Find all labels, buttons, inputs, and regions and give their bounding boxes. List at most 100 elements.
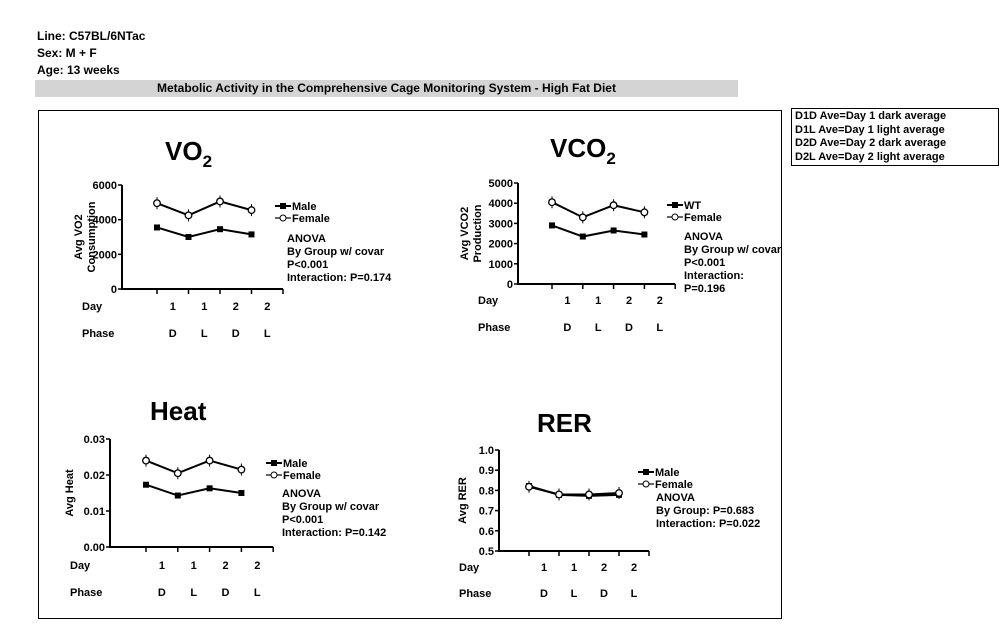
y-tick-label: 4000 [93,215,117,227]
legend-label: Female [292,213,330,225]
data-point [185,234,192,240]
day-label: 2 [657,295,663,307]
y-tick-label: 0.6 [479,526,494,538]
data-point [609,201,618,210]
day-label: 1 [170,301,176,313]
anova-annotation: By Group w/ covar [282,501,380,513]
data-point [641,231,648,238]
day-row-label: Day [459,562,480,574]
sex-label: Sex: M + F [37,46,97,60]
legend-marker [270,471,278,479]
phase-label: L [190,587,197,599]
legend-label: WT [684,200,701,212]
data-point [142,456,150,465]
chart-title: RER [537,408,592,438]
chart-title: VO2 [165,136,212,171]
data-point [205,456,214,465]
data-point [206,485,213,492]
y-tick-label: 1.0 [479,445,494,457]
anova-annotation: ANOVA [656,492,695,504]
data-point [216,197,224,206]
anova-annotation: P<0.001 [282,514,323,526]
anova-annotation: P<0.001 [287,259,328,271]
y-tick-label: 4000 [489,198,513,210]
phase-label: D [169,328,177,340]
age-label: Age: 13 weeks [37,63,120,77]
data-point [237,465,246,474]
anova-annotation: Interaction: P=0.174 [287,272,392,284]
phase-label: D [625,322,633,334]
key-item: D1D Ave=Day 1 dark average [795,110,947,122]
y-axis-label: Avg VCO2Production [459,204,484,262]
data-point [174,492,181,499]
phase-label: L [264,328,271,340]
anova-annotation: By Group w/ covar [684,244,782,256]
anova-annotation: P<0.001 [684,257,725,269]
y-tick-label: 6000 [93,180,117,192]
data-point [585,490,593,499]
series-line-wt [551,224,645,238]
series-line-male [145,483,242,497]
anova-annotation: By Group: P=0.683 [656,505,754,517]
day-label: 1 [191,560,197,572]
legend-marker [671,213,679,221]
data-point [549,222,555,229]
day-row-label: Day [70,560,91,572]
legend-marker [672,202,678,208]
phase-label: D [540,588,548,600]
phase-row-label: Phase [478,322,510,334]
day-label: 2 [264,301,270,313]
y-tick-label: 2000 [489,239,513,251]
phase-label: D [600,588,608,600]
y-tick-label: 0.7 [479,506,494,518]
legend-marker [642,480,650,488]
y-tick-label: 3000 [489,218,513,230]
y-tick-label: 0 [507,279,513,291]
legend-label: Female [684,212,722,224]
day-row-label: Day [82,301,103,313]
phase-label: D [232,328,240,340]
data-point [153,199,161,208]
data-point [238,490,245,496]
day-label: 1 [571,562,577,574]
legend-marker [280,203,286,209]
y-tick-label: 0.9 [479,465,494,477]
y-tick-label: 1000 [489,259,513,271]
day-label: 2 [601,562,607,574]
series-line-female [156,200,252,217]
charts-frame [38,110,782,619]
day-label: 1 [159,560,165,572]
key-item: D2D Ave=Day 2 dark average [795,137,947,149]
day-label: 2 [626,295,632,307]
banner-title: Metabolic Activity in the Comprehensive … [35,80,738,97]
phase-row-label: Phase [70,587,102,599]
phase-row-label: Phase [82,328,114,340]
phase-label: L [201,328,208,340]
phase-row-label: Phase [459,588,491,600]
y-tick-label: 0.5 [479,546,494,558]
y-tick-label: 0 [111,284,117,296]
phase-label: L [254,587,261,599]
day-label: 1 [201,301,207,313]
y-tick-label: 0.02 [84,470,105,482]
y-axis-label: Avg RER [457,477,469,524]
phase-label: D [158,587,166,599]
data-point [525,482,533,491]
data-point [579,233,586,240]
phase-label: L [631,588,638,600]
chart-title: Heat [150,396,207,426]
phase-label: L [656,322,663,334]
day-label: 1 [595,295,601,307]
anova-annotation: ANOVA [287,233,326,245]
data-point [555,490,563,499]
day-label: 1 [541,562,547,574]
day-label: 2 [222,560,228,572]
phase-label: L [571,588,578,600]
data-point [173,469,182,478]
legend-label: Male [292,201,316,213]
data-point [217,226,223,233]
legend-marker [279,214,287,222]
phase-label: D [222,587,230,599]
